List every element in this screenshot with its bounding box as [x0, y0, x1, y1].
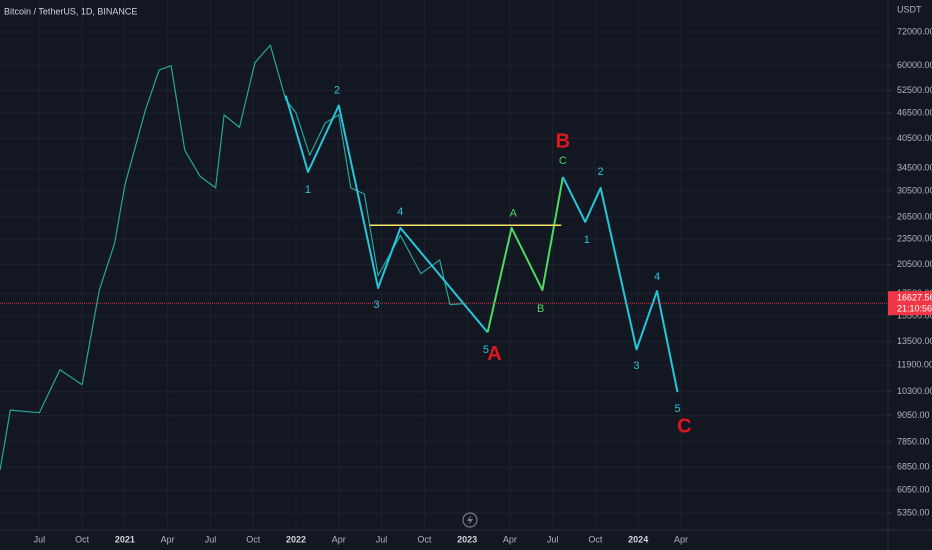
- y-tick-label: 30500.00: [897, 185, 932, 195]
- wave-label: C: [677, 415, 691, 437]
- wave-label: 3: [633, 360, 639, 372]
- wave-label: 5: [483, 344, 489, 356]
- x-tick-label: Oct: [417, 534, 432, 544]
- countdown: 21:10:56: [897, 304, 932, 314]
- x-tick-label: 2021: [115, 534, 135, 544]
- logo-icon: [462, 512, 478, 528]
- wave-label: C: [559, 155, 567, 167]
- wave-label: A: [487, 343, 501, 365]
- y-tick-label: 23500.00: [897, 234, 932, 244]
- x-tick-label: 2023: [457, 534, 477, 544]
- price-tag: [888, 291, 932, 316]
- y-tick-label: 26500.00: [897, 211, 932, 221]
- x-tick-label: Jul: [376, 534, 388, 544]
- x-tick-label: Oct: [588, 534, 603, 544]
- x-tick-label: Jul: [547, 534, 559, 544]
- wave-label: 5: [674, 403, 680, 415]
- wave-label: 1: [584, 234, 590, 246]
- y-tick-label: 60000.00: [897, 60, 932, 70]
- x-tick-label: Oct: [75, 534, 90, 544]
- y-tick-label: 11900.00: [897, 359, 932, 369]
- x-tick-label: Jul: [205, 534, 217, 544]
- y-tick-label: 9050.00: [897, 410, 930, 420]
- y-tick-label: 20500.00: [897, 259, 932, 269]
- wave-label: 4: [397, 206, 403, 218]
- wave-label: B: [537, 303, 544, 315]
- wave-label: A: [510, 207, 518, 219]
- axes: 72000.00 60000.00 52500.00 46500.00 40500.00…: [34, 26, 932, 544]
- y-unit: USDT: [897, 4, 922, 14]
- x-tick-label: Apr: [503, 534, 517, 544]
- series-line: [284, 95, 489, 334]
- wave-label: B: [556, 130, 570, 152]
- grid: [0, 0, 888, 530]
- y-tick-label: 5350.00: [897, 507, 930, 517]
- x-tick-label: Apr: [674, 534, 688, 544]
- y-tick-label: 34500.00: [897, 163, 932, 173]
- y-tick-label: 15500.00: [897, 311, 932, 321]
- x-tick-label: 2022: [286, 534, 306, 544]
- chart-title: Bitcoin / TetherUS, 1D, BINANCE: [4, 6, 137, 16]
- y-tick-label: 6850.00: [897, 462, 930, 472]
- y-tick-label: 52500.00: [897, 85, 932, 95]
- series-line: [486, 176, 564, 333]
- x-tick-label: Apr: [161, 534, 175, 544]
- x-tick-label: Jul: [34, 534, 46, 544]
- series-line: [0, 44, 466, 471]
- wave-label: 2: [334, 84, 340, 96]
- series-line: [562, 176, 679, 393]
- y-tick-label: 10300.00: [897, 386, 932, 396]
- y-tick-label: 6050.00: [897, 485, 930, 495]
- y-tick-label: 40500.00: [897, 133, 932, 143]
- wave-label: 2: [597, 166, 603, 178]
- y-tick-label: 72000.00: [897, 26, 932, 36]
- wave-label: 3: [373, 299, 379, 311]
- y-tick-label: 7850.00: [897, 436, 930, 446]
- wave-label: 4: [654, 271, 660, 283]
- price-label: 16627.56: [897, 293, 932, 303]
- y-tick-label: 46500.00: [897, 107, 932, 117]
- x-tick-label: Oct: [246, 534, 261, 544]
- x-tick-label: Apr: [332, 534, 346, 544]
- wave-label: 1: [305, 184, 311, 196]
- x-tick-label: 2024: [628, 534, 648, 544]
- y-tick-label: 13500.00: [897, 336, 932, 346]
